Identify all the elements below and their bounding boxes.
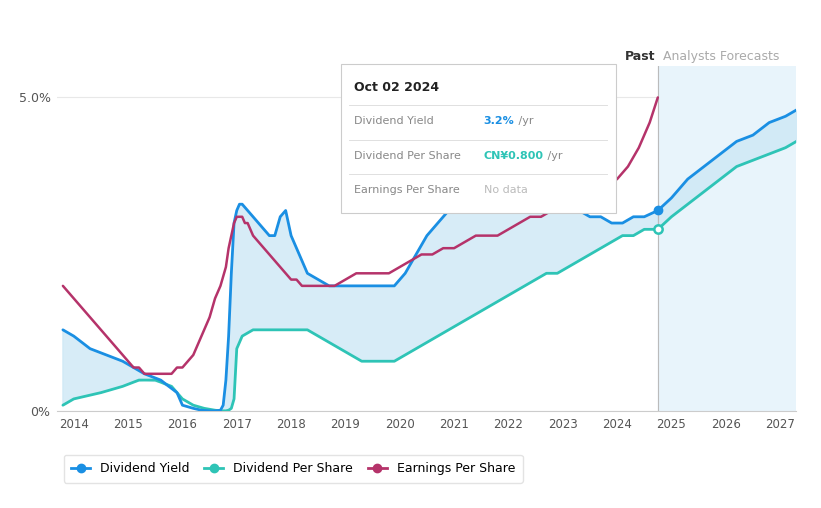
Text: CN¥0.800: CN¥0.800	[484, 151, 544, 161]
Text: No data: No data	[484, 185, 528, 195]
Text: Past: Past	[625, 50, 655, 62]
FancyBboxPatch shape	[341, 64, 616, 213]
Text: /yr: /yr	[516, 116, 534, 126]
Text: Dividend Yield: Dividend Yield	[355, 116, 434, 126]
Legend: Dividend Yield, Dividend Per Share, Earnings Per Share: Dividend Yield, Dividend Per Share, Earn…	[64, 455, 523, 483]
Text: 3.2%: 3.2%	[484, 116, 515, 126]
Text: /yr: /yr	[544, 151, 562, 161]
Bar	[658, 66, 796, 411]
Text: Earnings Per Share: Earnings Per Share	[355, 185, 461, 195]
Text: Oct 02 2024: Oct 02 2024	[355, 81, 439, 94]
Text: Analysts Forecasts: Analysts Forecasts	[663, 50, 780, 62]
Text: Dividend Per Share: Dividend Per Share	[355, 151, 461, 161]
